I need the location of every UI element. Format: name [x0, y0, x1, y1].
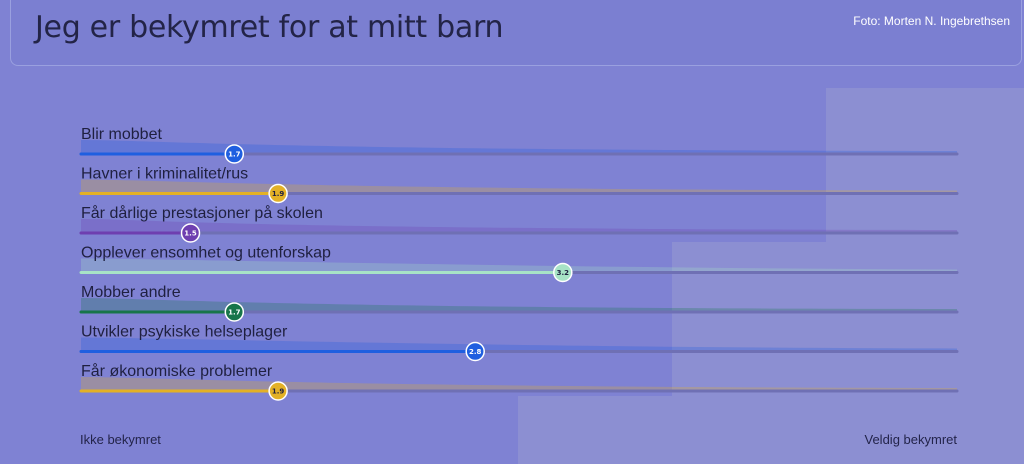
category-label: Havner i kriminalitet/rus: [81, 166, 248, 183]
value-dot: [224, 302, 245, 322]
category-label: Mobber andre: [81, 284, 181, 301]
scale-max-label: Veldig bekymret: [864, 432, 958, 447]
category-label: Får økonomiske problemer: [81, 362, 273, 380]
category-label: Blir mobbet: [81, 126, 162, 143]
value-label: 1.9: [272, 388, 285, 396]
page-title: Jeg er bekymret for at mitt barn: [35, 10, 504, 45]
photo-credit: Foto: Morten N. Ingebrethsen: [853, 14, 1010, 28]
value-dot: [553, 262, 573, 283]
category-label: Utvikler psykiske helseplager: [81, 324, 288, 341]
scale-min-label: Ikke bekymret: [80, 432, 161, 447]
category-label: Får dårlige prestasjoner på skolen: [81, 204, 323, 222]
value-label: 1.7: [228, 309, 241, 317]
value-dot: [268, 381, 288, 401]
value-label: 1.9: [272, 190, 285, 198]
distribution-shape: [81, 298, 957, 312]
distribution-shape: [81, 377, 957, 391]
value-dot: [180, 223, 201, 243]
header-panel: Jeg er bekymret for at mitt barn: [10, 0, 1022, 66]
value-dot: [224, 144, 245, 164]
background-panel: [518, 396, 1024, 464]
distribution-shape: [81, 219, 957, 233]
category-label: Opplever ensomhet og utenforskap: [81, 245, 331, 262]
distribution-shape: [81, 140, 957, 154]
value-dot: [465, 341, 485, 362]
value-label: 3.2: [557, 269, 570, 277]
distribution-shape: [81, 179, 957, 194]
value-label: 1.5: [184, 230, 197, 238]
value-label: 1.7: [228, 151, 241, 159]
distribution-shape: [81, 258, 957, 273]
value-dot: [268, 183, 288, 204]
distribution-shape: [81, 337, 957, 352]
value-label: 2.8: [469, 348, 482, 356]
